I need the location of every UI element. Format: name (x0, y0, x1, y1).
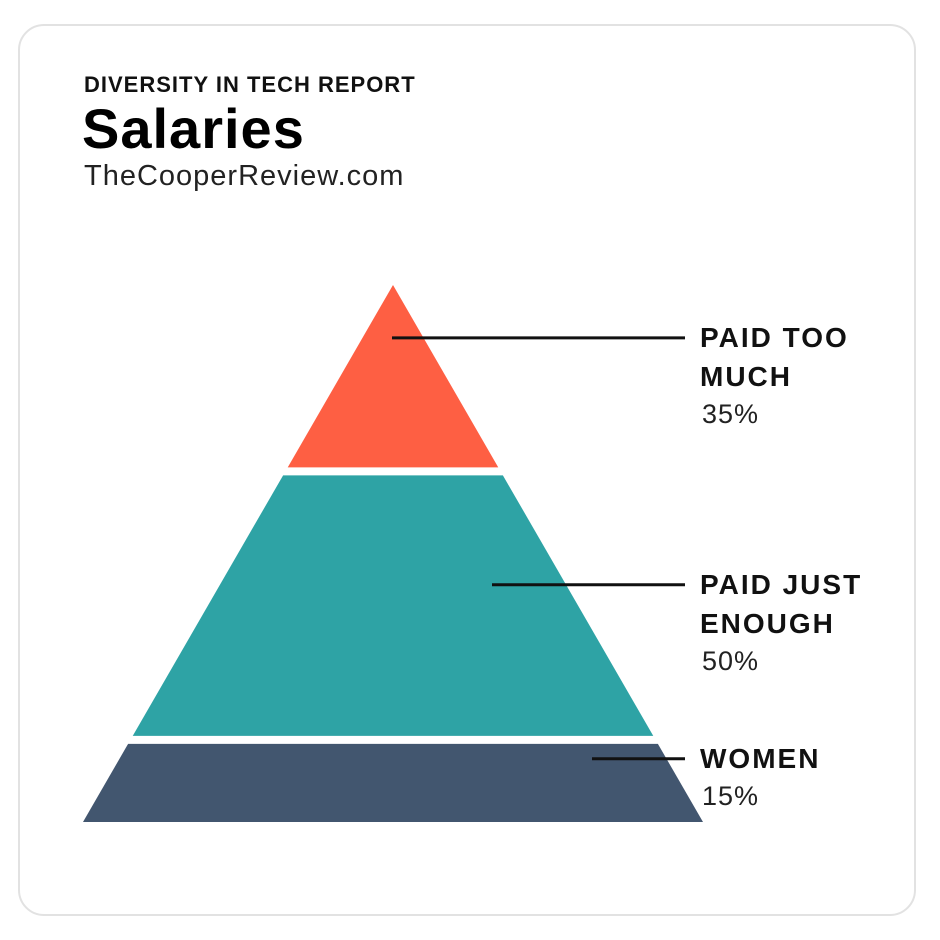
value-label: 35% (702, 398, 760, 429)
chart-title: Salaries (82, 97, 305, 160)
pyramid-segment (287, 285, 499, 468)
pyramid-segment (132, 475, 654, 736)
value-label: 15% (702, 780, 760, 811)
source: TheCooperReview.com (84, 160, 405, 192)
segment-label: WOMEN (700, 742, 821, 774)
segment-label: PAID JUST ENOUGH (700, 568, 863, 639)
pyramid-segment (83, 743, 703, 822)
card (18, 24, 916, 916)
supertitle: DIVERSITY IN TECH REPORT (84, 72, 416, 97)
value-label: 50% (702, 645, 760, 676)
segment-label: PAID TOO MUCH (700, 321, 849, 392)
